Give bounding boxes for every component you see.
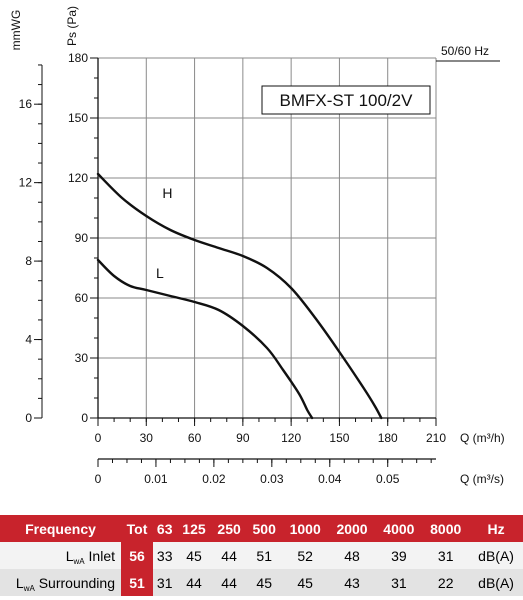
inlet-500: 51: [256, 547, 272, 564]
header-1000: 1000: [289, 520, 321, 537]
frequency-note: 50/60 Hz: [441, 44, 489, 58]
surrounding-63: 31: [156, 574, 173, 591]
y-tick-label-pa-120: 120: [68, 171, 88, 185]
x-tick-label-m3h-180: 180: [378, 431, 398, 445]
x-tick-label-m3s-0.04: 0.04: [318, 472, 342, 486]
labels: 0 30 60 90 120 150 180 0 4 8 12 16 mmWG Ps (Pa) 0 30 60 9…: [9, 6, 505, 486]
x-tick-label-m3s-0.02: 0.02: [202, 472, 226, 486]
surrounding-unit: dB(A): [478, 574, 514, 591]
fan-curve-chart: 0 30 60 90 120 150 180 0 4 8 12 16 mmWG Ps (Pa) 0 30 60 9…: [9, 6, 505, 486]
header-tot: Tot: [126, 520, 148, 537]
surrounding-8000: 22: [437, 574, 454, 591]
inlet-125: 45: [186, 547, 202, 564]
inlet-unit: dB(A): [478, 547, 514, 564]
x-tick-label-m3h-150: 150: [329, 431, 349, 445]
x-tick-label-m3s-0.01: 0.01: [144, 472, 168, 486]
ticks: [34, 57, 437, 467]
inlet-2000: 48: [344, 547, 360, 564]
y-tick-label-mmwg-4: 4: [25, 333, 32, 347]
table-row-surrounding: LwA Surrounding 51 31 44 44 45 45 43 31 …: [0, 569, 523, 596]
y-axis-title-mmwg: mmWG: [9, 10, 23, 51]
row-label-surrounding: LwA Surrounding: [15, 574, 115, 593]
surrounding-250: 44: [221, 574, 237, 591]
y-axis-title-pa: Ps (Pa): [65, 6, 79, 46]
model-label: BMFX-ST 100/2V: [280, 91, 414, 110]
y-tick-label-mmwg-12: 12: [19, 176, 33, 190]
y-tick-label-pa-0: 0: [81, 411, 88, 425]
curves: [96, 172, 383, 420]
x-tick-label-m3s-0.05: 0.05: [376, 472, 400, 486]
model-label-box: [261, 85, 431, 115]
y-tick-label-pa-150: 150: [68, 111, 88, 125]
y-tick-label-mmwg-0: 0: [25, 411, 32, 425]
surrounding-125: 44: [186, 574, 202, 591]
header-63: 63: [156, 520, 173, 537]
table-header-row: Frequency Tot 63 125 250 500 1000 2000 4…: [0, 515, 523, 542]
header-hz: Hz: [487, 520, 505, 537]
inlet-1000: 52: [297, 547, 313, 564]
y-tick-label-pa-30: 30: [75, 351, 89, 365]
curve-label-L: L: [156, 265, 164, 281]
grid: [98, 57, 437, 418]
x-tick-label-m3s-0: 0: [95, 472, 102, 486]
header-4000: 4000: [383, 520, 415, 537]
y-tick-label-mmwg-16: 16: [19, 97, 33, 111]
y-tick-label-pa-90: 90: [75, 231, 89, 245]
header-2000: 2000: [336, 520, 368, 537]
x-tick-label-m3h-120: 120: [281, 431, 301, 445]
header-8000: 8000: [430, 520, 462, 537]
table-row-inlet: LwA Inlet 56 33 45 44 51 52 48 39 31 dB(…: [0, 542, 523, 569]
curve-label-H: H: [162, 185, 172, 201]
x-axis-title-m3h: Q (m³/h): [460, 431, 505, 445]
header-125: 125: [182, 520, 206, 537]
row-label-inlet: LwA Inlet: [65, 547, 115, 566]
curve-L: [96, 258, 314, 420]
x-tick-label-m3h-30: 30: [140, 431, 154, 445]
inlet-63: 33: [156, 547, 173, 564]
x-axis-title-m3s: Q (m³/s): [460, 472, 504, 486]
x-tick-label-m3s-0.03: 0.03: [260, 472, 284, 486]
x-tick-label-m3h-0: 0: [95, 431, 102, 445]
x-tick-label-m3h-60: 60: [188, 431, 202, 445]
header-frequency: Frequency: [25, 520, 96, 537]
surrounding-1000: 45: [297, 574, 313, 591]
inlet-250: 44: [221, 547, 237, 564]
surrounding-500: 45: [256, 574, 272, 591]
inlet-tot: 56: [121, 542, 153, 569]
surrounding-4000: 31: [391, 574, 407, 591]
y-tick-label-pa-180: 180: [68, 51, 88, 65]
inlet-8000: 31: [437, 547, 454, 564]
inlet-4000: 39: [391, 547, 407, 564]
header-250: 250: [217, 520, 241, 537]
y-tick-label-mmwg-8: 8: [25, 254, 32, 268]
y-tick-label-pa-60: 60: [75, 291, 89, 305]
curve-H: [96, 172, 383, 420]
noise-data-table: Frequency Tot 63 125 250 500 1000 2000 4…: [0, 515, 523, 596]
x-tick-label-m3h-90: 90: [236, 431, 250, 445]
surrounding-tot: 51: [121, 569, 153, 596]
x-tick-label-m3h-210: 210: [426, 431, 446, 445]
surrounding-2000: 43: [344, 574, 360, 591]
header-500: 500: [252, 520, 276, 537]
